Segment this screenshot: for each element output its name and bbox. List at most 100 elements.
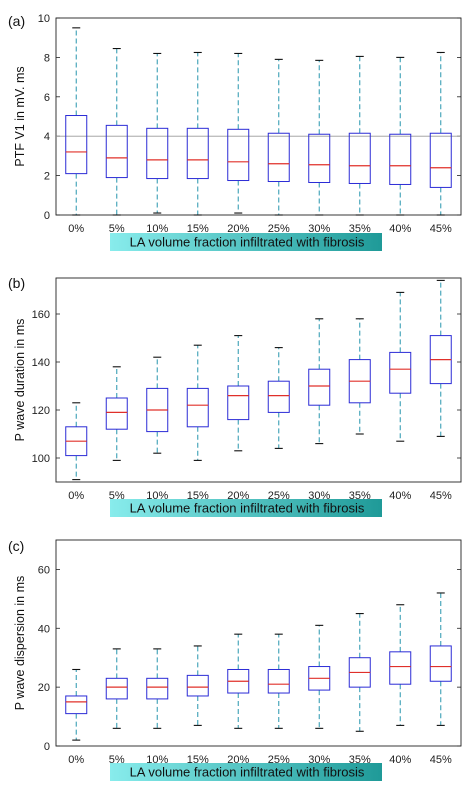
x-axis-gradient-band (110, 499, 382, 517)
x-tick-label: 30% (308, 490, 330, 502)
y-tick-label: 8 (44, 52, 50, 64)
box-30% (308, 59, 331, 216)
y-axis-label: P wave duration in ms (13, 319, 27, 442)
y-tick-label: 140 (32, 357, 50, 369)
axes-frame (55, 539, 462, 747)
x-tick-label: 40% (389, 490, 411, 502)
iqr-box (105, 124, 128, 179)
chart-panel-0: 0 2 4 6 8 10 0% 5% 10% 15% 20% 25% 30% 35% 40% 45% LA vo… (8, 13, 462, 251)
iqr-box (105, 397, 128, 430)
iqr-box (389, 133, 412, 185)
x-tick-label: 45% (430, 223, 452, 235)
x-tick-label: 20% (227, 490, 249, 502)
iqr-box (65, 115, 88, 175)
iqr-box (308, 368, 331, 406)
x-tick-label: 35% (349, 223, 371, 235)
y-tick-label: 0 (44, 210, 50, 222)
x-axis-label: LA volume fraction infiltrated with fibr… (130, 501, 365, 516)
y-tick-label: 40 (38, 623, 50, 635)
chart-panel-1: 100 120 140 160 0% 5% 10% 15% 20% 25% 30% 35% 40% 45%… (8, 275, 462, 517)
box-40% (389, 291, 412, 442)
box-35% (348, 613, 371, 732)
iqr-box (227, 385, 250, 421)
y-tick-label: 120 (32, 405, 50, 417)
x-tick-label: 25% (268, 754, 290, 766)
y-tick-label: 60 (38, 564, 50, 576)
x-tick-label: 10% (146, 754, 168, 766)
iqr-box (267, 668, 290, 694)
x-tick-label: 30% (308, 223, 330, 235)
panel-label: (c) (8, 538, 24, 554)
iqr-box (105, 677, 128, 700)
x-tick-label: 5% (109, 490, 125, 502)
box-35% (348, 55, 371, 216)
axes-frame (55, 277, 462, 483)
x-tick-label: 20% (227, 754, 249, 766)
box-0% (65, 27, 88, 216)
x-axis-gradient-band (110, 233, 382, 251)
x-tick-label: 35% (349, 490, 371, 502)
box-0% (65, 402, 88, 481)
box-5% (105, 648, 128, 729)
y-tick-label: 0 (44, 741, 50, 753)
box-25% (267, 347, 290, 449)
box-30% (308, 318, 331, 445)
iqr-box (65, 695, 88, 715)
iqr-box (186, 127, 209, 180)
axes-frame (55, 17, 462, 216)
iqr-box (146, 127, 169, 180)
y-axis-label: PTF V1 in mV. ms (13, 66, 27, 166)
y-tick-label: 10 (38, 13, 50, 25)
box-15% (186, 51, 209, 216)
x-tick-label: 0% (68, 223, 84, 235)
box-30% (308, 624, 331, 729)
y-tick-label: 4 (44, 131, 50, 143)
box-15% (186, 645, 209, 726)
box-45% (429, 279, 452, 437)
panel-label: (a) (8, 13, 25, 29)
x-axis-label: LA volume fraction infiltrated with fibr… (130, 765, 365, 780)
x-tick-label: 20% (227, 223, 249, 235)
box-10% (146, 648, 169, 729)
iqr-box (186, 387, 209, 428)
x-tick-label: 45% (430, 754, 452, 766)
iqr-box (348, 132, 371, 184)
box-10% (146, 356, 169, 454)
box-25% (267, 58, 290, 216)
y-tick-label: 100 (32, 453, 50, 465)
x-tick-label: 0% (68, 754, 84, 766)
box-10% (146, 52, 169, 214)
x-tick-label: 15% (187, 223, 209, 235)
box-45% (429, 51, 452, 216)
x-tick-label: 0% (68, 490, 84, 502)
x-tick-label: 40% (389, 223, 411, 235)
x-tick-label: 5% (109, 223, 125, 235)
x-tick-label: 35% (349, 754, 371, 766)
x-tick-label: 5% (109, 754, 125, 766)
box-40% (389, 56, 412, 216)
x-tick-label: 40% (389, 754, 411, 766)
x-axis-label: LA volume fraction infiltrated with fibr… (130, 235, 365, 250)
box-20% (227, 52, 250, 214)
iqr-box (267, 132, 290, 183)
iqr-box (389, 651, 412, 685)
y-tick-label: 160 (32, 309, 50, 321)
x-tick-label: 15% (187, 490, 209, 502)
iqr-box (186, 674, 209, 697)
iqr-box (389, 351, 412, 394)
panel-label: (b) (8, 275, 25, 291)
iqr-box (267, 380, 290, 413)
box-5% (105, 366, 128, 461)
iqr-box (146, 677, 169, 700)
box-5% (105, 47, 128, 216)
x-axis-gradient-band (110, 763, 382, 781)
iqr-box (429, 645, 452, 682)
x-tick-label: 10% (146, 223, 168, 235)
iqr-box (429, 132, 452, 188)
box-20% (227, 633, 250, 729)
x-tick-label: 25% (268, 223, 290, 235)
x-tick-label: 30% (308, 754, 330, 766)
box-45% (429, 592, 452, 726)
y-axis-label: P wave dispersion in ms (13, 576, 27, 711)
